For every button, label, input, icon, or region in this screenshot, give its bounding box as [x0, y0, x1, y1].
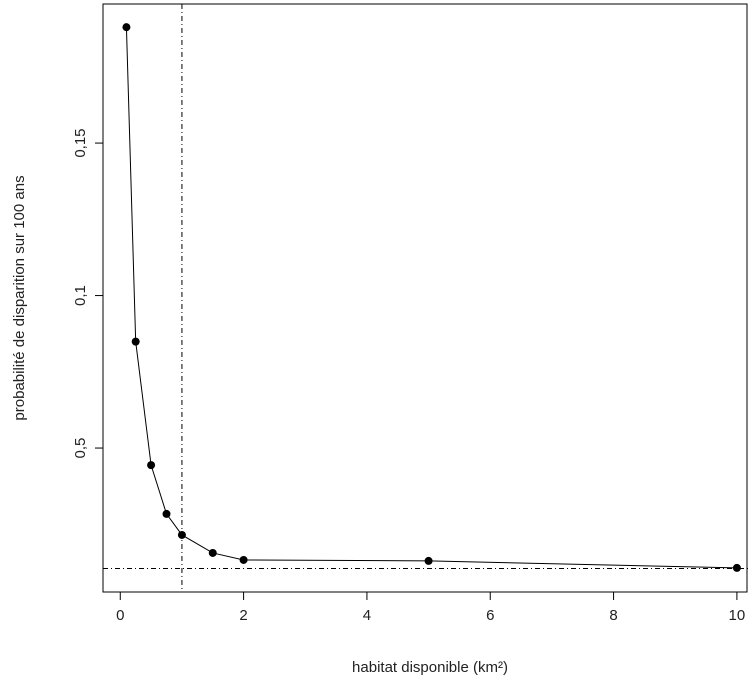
x-axis-label: habitat disponible (km²)	[352, 659, 508, 676]
data-point	[162, 509, 171, 518]
plot-frame	[102, 3, 748, 593]
x-tick-label: 6	[486, 607, 494, 624]
data-line	[125, 27, 737, 569]
y-tick-label: 0,5	[72, 438, 89, 459]
data-point	[177, 530, 186, 539]
x-tick-label: 4	[363, 607, 371, 624]
data-point	[131, 337, 140, 346]
data-point	[147, 461, 156, 470]
y-tick-label: 0,1	[72, 285, 89, 306]
y-tick-label: 0,15	[72, 128, 89, 157]
x-tick-label: 2	[239, 607, 247, 624]
x-tick-label: 10	[729, 607, 746, 624]
data-point	[732, 563, 741, 572]
data-point	[122, 23, 131, 32]
y-axis-label: probabilité de disparition sur 100 ans	[11, 175, 28, 420]
data-point	[208, 548, 217, 557]
data-point	[239, 555, 248, 564]
x-tick-label: 8	[609, 607, 617, 624]
x-tick-label: 0	[116, 607, 124, 624]
data-point	[424, 556, 433, 565]
